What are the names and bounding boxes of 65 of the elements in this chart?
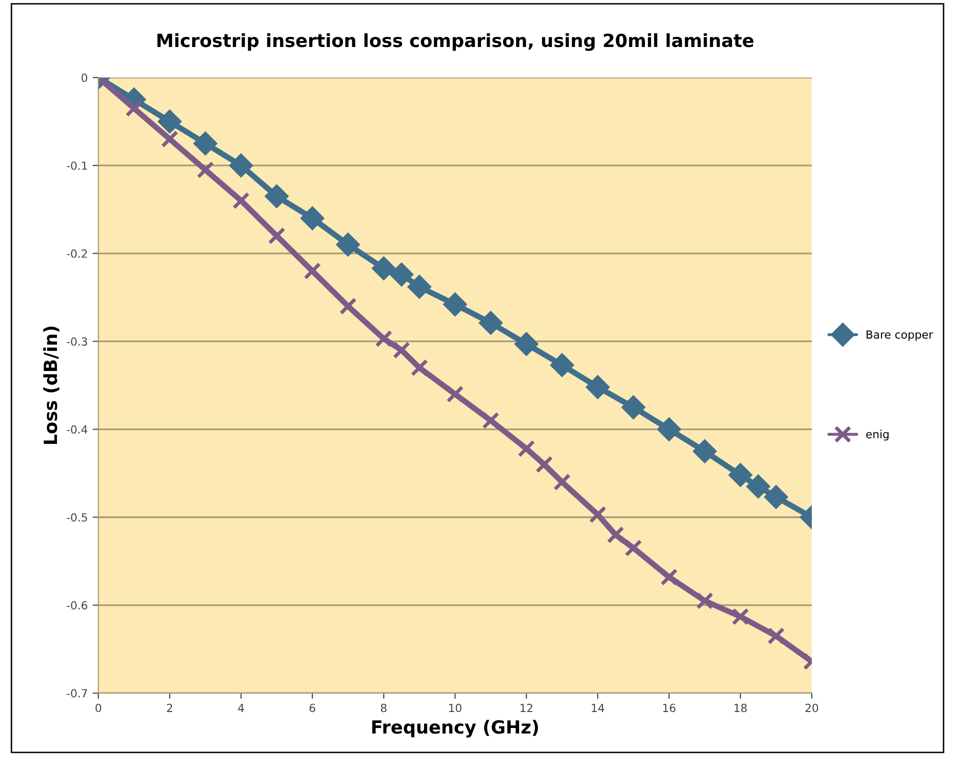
y-tick-label: -0.4 — [66, 425, 88, 434]
point — [408, 275, 431, 298]
chart-title: Microstrip insertion loss comparison, using 20mil laminate — [157, 33, 754, 51]
x-tick-label: 16 — [663, 704, 676, 712]
point — [229, 154, 253, 178]
point — [339, 297, 357, 315]
y-tick-label: -0.5 — [66, 513, 87, 522]
x-axis-title: Frequency (GHz) — [372, 720, 538, 738]
point — [336, 233, 360, 256]
point — [514, 332, 538, 356]
point — [767, 627, 785, 645]
point — [660, 568, 678, 586]
point — [728, 463, 752, 487]
point — [764, 485, 788, 509]
point — [446, 385, 464, 403]
point — [196, 161, 214, 179]
point — [696, 592, 714, 610]
x-tick-label: 10 — [449, 704, 462, 712]
y-tick-label: -0.6 — [66, 601, 88, 610]
point — [746, 474, 770, 498]
point — [372, 256, 396, 280]
point — [658, 418, 681, 441]
x-tick-label: 6 — [310, 704, 316, 712]
x-tick-label: 20 — [805, 704, 818, 712]
y-tick-label: 0 — [82, 73, 88, 82]
y-axis-title: Loss (dB/in) — [43, 326, 60, 444]
point — [392, 341, 410, 359]
point — [265, 184, 288, 208]
point — [161, 130, 178, 148]
point — [300, 206, 324, 230]
point — [194, 132, 217, 156]
point — [622, 396, 645, 419]
point — [268, 227, 286, 244]
y-tick-label: -0.2 — [66, 249, 87, 258]
point — [158, 110, 182, 134]
point — [586, 376, 610, 399]
point — [390, 262, 414, 286]
x-tick-label: 2 — [166, 704, 172, 712]
point — [550, 354, 574, 377]
point — [444, 292, 467, 316]
y-tick-label: -0.7 — [66, 689, 87, 698]
point — [589, 506, 606, 524]
point — [482, 412, 500, 430]
x-tick-label: 14 — [592, 704, 604, 712]
legend-label: Bare copper — [866, 330, 934, 341]
x-tick-label: 8 — [380, 704, 386, 712]
point — [518, 440, 536, 458]
y-tick-label: -0.3 — [66, 337, 88, 346]
point — [693, 440, 716, 463]
point — [536, 456, 553, 474]
point — [624, 539, 642, 557]
x-tick-label: 4 — [238, 704, 244, 712]
point — [410, 359, 428, 376]
point — [375, 330, 392, 348]
x-tick-label: 18 — [734, 704, 747, 712]
point — [732, 608, 750, 626]
x-tick-label: 0 — [96, 704, 102, 712]
point — [304, 262, 322, 280]
point — [232, 192, 250, 210]
point — [479, 311, 502, 334]
y-tick-label: -0.1 — [66, 161, 87, 170]
x-tick-label: 12 — [520, 704, 532, 712]
point — [553, 473, 571, 491]
point — [606, 526, 624, 544]
legend-label: enig — [866, 430, 889, 441]
